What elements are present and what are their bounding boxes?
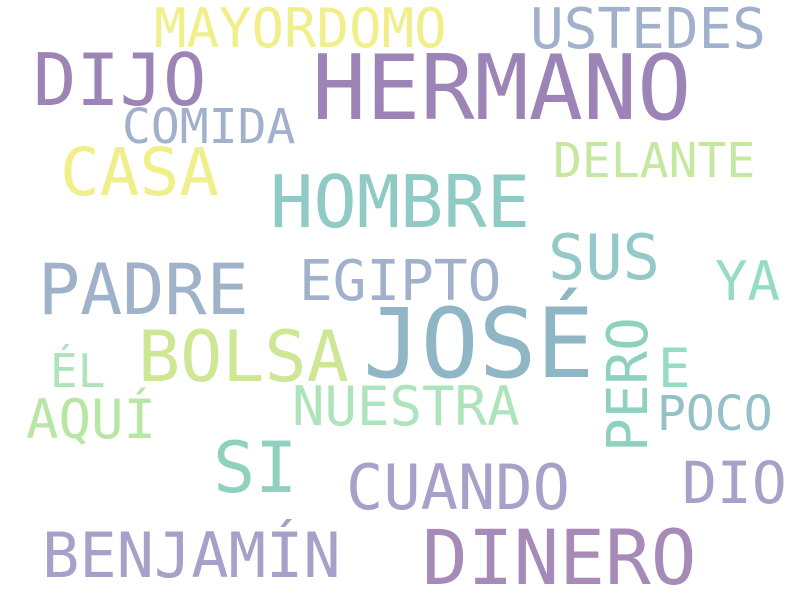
word-dinero: DINERO bbox=[422, 513, 697, 600]
word-pero: PERO bbox=[596, 317, 661, 452]
word-comida: COMIDA bbox=[122, 99, 296, 155]
word-ya: YA bbox=[715, 250, 781, 313]
word-jose: JOSÉ bbox=[363, 288, 595, 400]
word-el: ÉL bbox=[50, 344, 106, 398]
word-delante: DELANTE bbox=[553, 133, 756, 189]
word-bolsa: BOLSA bbox=[138, 316, 349, 398]
word-si: SI bbox=[213, 427, 298, 509]
word-padre: PADRE bbox=[38, 249, 249, 331]
word-nuestra: NUESTRA bbox=[292, 375, 520, 438]
word-hombre: HOMBRE bbox=[270, 160, 531, 244]
word-cuando: CUANDO bbox=[346, 451, 570, 524]
word-ustedes: USTEDES bbox=[530, 0, 767, 62]
word-aqui: AQUÍ bbox=[26, 388, 157, 451]
word-mayordomo: MAYORDOMO bbox=[154, 0, 447, 60]
word-e: E bbox=[658, 337, 691, 400]
word-dio: DIO bbox=[682, 449, 787, 517]
word-benjamin: BENJAMÍN bbox=[42, 519, 341, 592]
word-dijo: DIJO bbox=[33, 38, 207, 122]
word-poco: POCO bbox=[657, 386, 773, 442]
word-egipto: EGIPTO bbox=[299, 249, 502, 314]
word-sus: SUS bbox=[548, 221, 660, 294]
word-hermano: HERMANO bbox=[312, 36, 692, 141]
word-casa: CASA bbox=[60, 134, 219, 211]
